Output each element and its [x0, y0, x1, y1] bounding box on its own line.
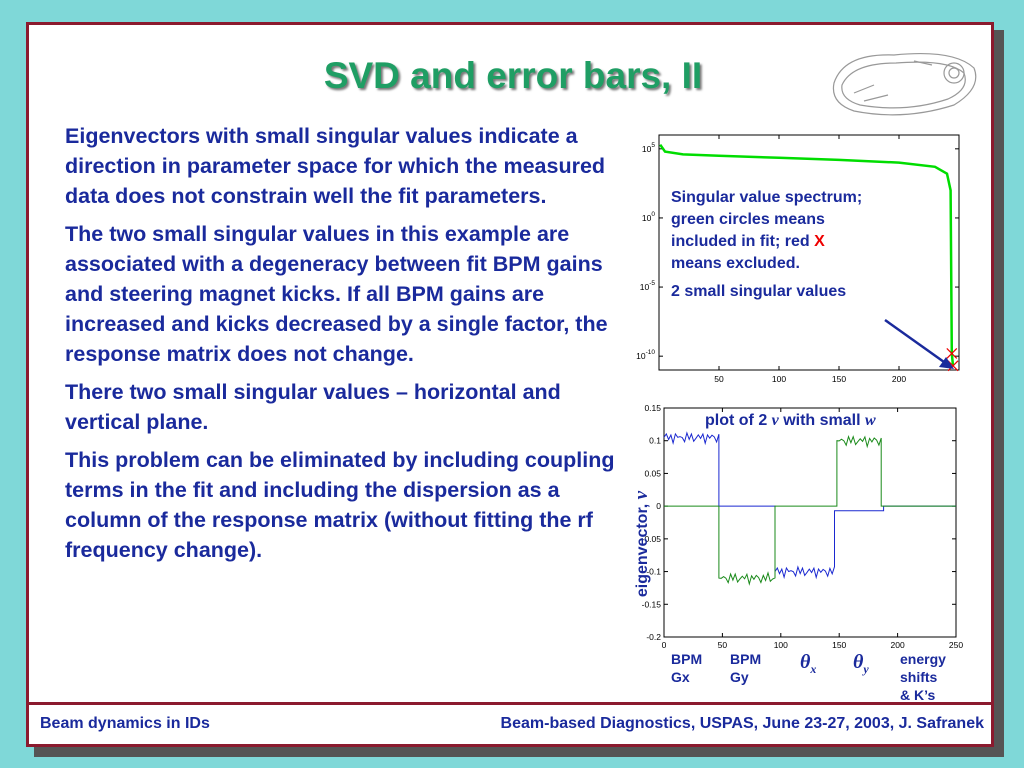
label-energy-shifts: energy shifts & K’s	[900, 651, 946, 703]
footer-right: Beam-based Diagnostics, USPAS, June 23-2…	[500, 715, 984, 732]
paragraph-3: There two small singular values – horizo…	[65, 380, 561, 434]
eigenvector-plot-title: plot of 2 v with small w	[705, 412, 876, 429]
y-tick-label: -0.05	[642, 534, 662, 544]
y-tick-label: 0.15	[644, 403, 661, 413]
x-tick-label: 50	[714, 374, 724, 384]
y-tick-label: -0.1	[646, 567, 661, 577]
spectrum-annotation: Singular value spectrum; green circles m…	[671, 187, 862, 303]
paragraph-2: The two small singular values in this ex…	[65, 222, 608, 366]
slide-title: SVD and error bars, II	[323, 55, 703, 96]
label-theta-y: θy	[853, 651, 869, 676]
eigenvector-chart: 0 50 100 150 200 250 0.15 0.1 0.05 0 -0.05 -0.1 -0.1…	[642, 403, 964, 650]
footer: Beam dynamics in IDs Beam-based Diagnost…	[29, 702, 991, 744]
arrow-head	[939, 357, 954, 369]
storage-ring-logo	[832, 53, 977, 116]
eigenvector-y-label: eigenvector, v	[631, 490, 652, 598]
slide: SVD and error bars, II Eigenvectors with…	[26, 22, 994, 747]
eigenvector-series	[664, 435, 956, 586]
annotation-line-2: green circles means	[671, 211, 825, 228]
annotation-line-3: included in fit; red X	[671, 233, 825, 250]
annotation-line-5: 2 small singular values	[671, 283, 847, 300]
footer-left: Beam dynamics in IDs	[40, 715, 210, 732]
x-tick-label: 100	[772, 374, 786, 384]
paragraph-4: This problem can be eliminated by includ…	[65, 448, 615, 562]
x-tick-label: 100	[774, 640, 788, 650]
x-tick-label: 50	[718, 640, 728, 650]
excluded-point-x	[946, 347, 958, 359]
x-tick-label: 250	[949, 640, 963, 650]
label-bpm-gx: BPM Gx	[671, 651, 703, 685]
y-tick-label: 0.05	[644, 468, 661, 478]
annotation-line-4: means excluded.	[671, 255, 800, 272]
red-x-label: X	[814, 233, 825, 250]
plot-frame	[663, 407, 957, 638]
x-tick-label: 150	[832, 640, 846, 650]
plot-frame	[658, 134, 960, 371]
label-theta-x: θx	[800, 651, 817, 676]
y-tick-label: 0	[656, 501, 661, 511]
x-tick-label: 0	[662, 640, 667, 650]
y-tick-label: 0.1	[649, 436, 661, 446]
arrow-overlay	[884, 318, 954, 369]
body-text: Eigenvectors with small singular values …	[65, 121, 620, 573]
paragraph-1: Eigenvectors with small singular values …	[65, 124, 606, 208]
annotation-line-1: Singular value spectrum;	[671, 189, 863, 206]
x-tick-label: 200	[892, 374, 906, 384]
x-tick-label: 150	[832, 374, 846, 384]
label-bpm-gy: BPM Gy	[730, 651, 762, 685]
y-tick-label: -0.15	[642, 599, 662, 609]
singular-value-series	[659, 143, 955, 367]
annotation-arrow	[884, 318, 945, 364]
x-tick-label: 200	[891, 640, 905, 650]
y-tick-label: -0.2	[646, 632, 661, 642]
